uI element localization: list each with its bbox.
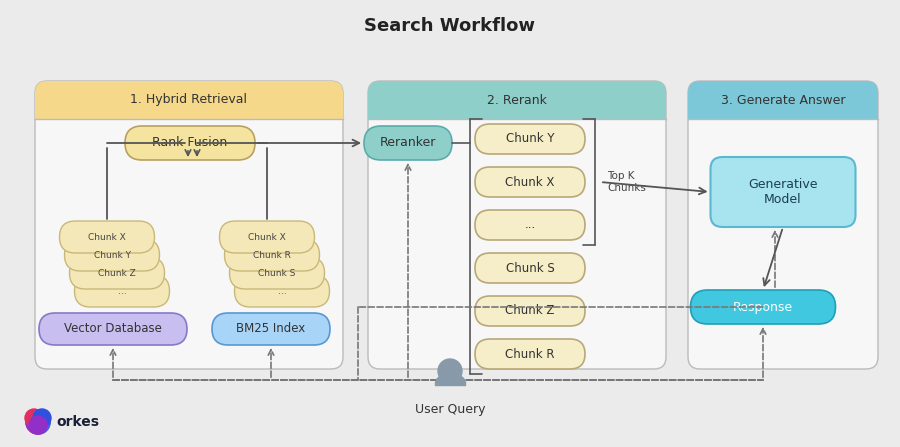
FancyBboxPatch shape	[35, 81, 343, 119]
FancyBboxPatch shape	[69, 257, 165, 289]
Text: BM25 Index: BM25 Index	[237, 322, 306, 336]
FancyBboxPatch shape	[212, 313, 330, 345]
Text: Vector Database: Vector Database	[64, 322, 162, 336]
FancyBboxPatch shape	[475, 167, 585, 197]
Bar	[688, 100, 878, 119]
Text: Chunk S: Chunk S	[258, 269, 296, 278]
Text: ...: ...	[525, 219, 535, 232]
Text: Search Workflow: Search Workflow	[364, 17, 536, 35]
Circle shape	[29, 416, 47, 434]
FancyBboxPatch shape	[690, 290, 835, 324]
FancyBboxPatch shape	[688, 81, 878, 369]
FancyBboxPatch shape	[688, 81, 878, 119]
FancyBboxPatch shape	[475, 124, 585, 154]
Text: Chunk X: Chunk X	[248, 232, 286, 241]
Text: Chunk R: Chunk R	[505, 347, 554, 360]
Text: Response: Response	[733, 300, 793, 313]
FancyBboxPatch shape	[224, 239, 320, 271]
FancyBboxPatch shape	[39, 313, 187, 345]
FancyBboxPatch shape	[235, 275, 329, 307]
Text: 2. Rerank: 2. Rerank	[487, 93, 547, 106]
FancyBboxPatch shape	[75, 275, 169, 307]
FancyBboxPatch shape	[475, 253, 585, 283]
Bar	[35, 100, 343, 119]
Text: orkes: orkes	[56, 415, 99, 429]
Text: User Query: User Query	[415, 403, 485, 416]
Text: Chunk S: Chunk S	[506, 261, 554, 274]
FancyBboxPatch shape	[710, 157, 856, 227]
Text: Rank Fusion: Rank Fusion	[152, 136, 228, 149]
FancyBboxPatch shape	[230, 257, 325, 289]
FancyBboxPatch shape	[475, 210, 585, 240]
Text: Chunk Y: Chunk Y	[506, 132, 554, 146]
Text: Chunk Y: Chunk Y	[94, 250, 130, 260]
Text: 1. Hybrid Retrieval: 1. Hybrid Retrieval	[130, 93, 248, 106]
Text: Chunk X: Chunk X	[88, 232, 126, 241]
Text: ...: ...	[118, 287, 126, 295]
FancyBboxPatch shape	[35, 81, 343, 369]
Text: Chunk Z: Chunk Z	[98, 269, 136, 278]
Text: Chunk X: Chunk X	[505, 176, 554, 189]
FancyBboxPatch shape	[364, 126, 452, 160]
FancyBboxPatch shape	[65, 239, 159, 271]
Text: Top K
Chunks: Top K Chunks	[607, 171, 646, 193]
Text: Generative
Model: Generative Model	[748, 178, 818, 206]
Circle shape	[438, 359, 462, 383]
Circle shape	[25, 409, 43, 427]
Circle shape	[33, 409, 51, 427]
FancyBboxPatch shape	[368, 81, 666, 119]
Text: Reranker: Reranker	[380, 136, 436, 149]
FancyBboxPatch shape	[220, 221, 314, 253]
Bar	[368, 100, 666, 119]
Text: 3. Generate Answer: 3. Generate Answer	[721, 93, 845, 106]
FancyBboxPatch shape	[475, 296, 585, 326]
Text: Chunk Z: Chunk Z	[505, 304, 554, 317]
FancyBboxPatch shape	[125, 126, 255, 160]
FancyBboxPatch shape	[475, 339, 585, 369]
FancyBboxPatch shape	[368, 81, 666, 369]
Text: ...: ...	[278, 287, 286, 295]
FancyBboxPatch shape	[59, 221, 155, 253]
Text: Chunk R: Chunk R	[253, 250, 291, 260]
